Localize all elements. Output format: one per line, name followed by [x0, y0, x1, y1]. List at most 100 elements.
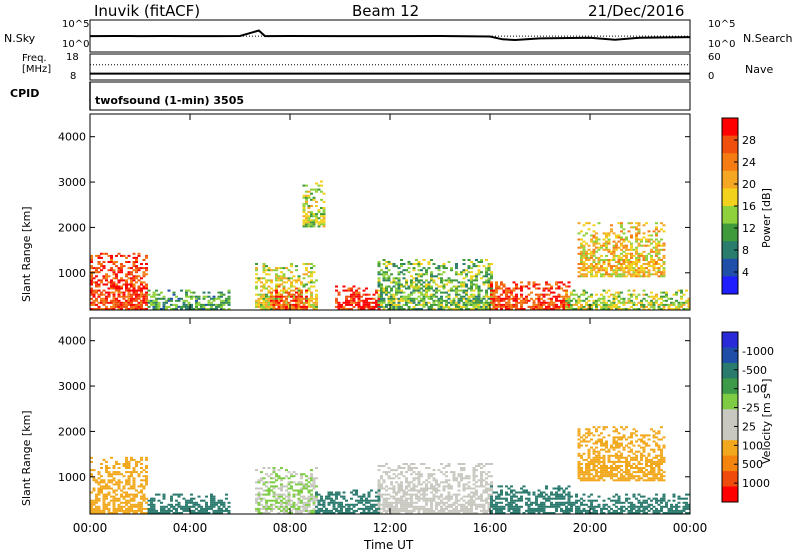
velocity-cell: [140, 507, 143, 510]
velocity-cell: [475, 485, 478, 488]
velocity-cell: [255, 507, 258, 510]
velocity-cell: [132, 497, 136, 500]
velocity-cell: [435, 505, 438, 508]
power-cell: [622, 308, 626, 310]
power-cell: [442, 285, 446, 288]
power-cell: [442, 308, 446, 310]
velocity-cell: [432, 487, 436, 490]
power-cell: [112, 299, 116, 302]
velocity-cell: [550, 491, 553, 494]
velocity-cell: [555, 495, 558, 498]
velocity-cell: [97, 512, 101, 514]
velocity-cell: [465, 495, 468, 498]
power-cell: [457, 308, 461, 310]
power-cell: [345, 299, 348, 302]
power-cell: [145, 295, 148, 298]
velocity-cell: [132, 471, 136, 474]
velocity-cell: [490, 483, 493, 486]
power-cell: [462, 269, 466, 272]
power-cell: [625, 301, 628, 304]
velocity-cell: [542, 501, 546, 504]
power-cell: [187, 301, 191, 304]
velocity-cell: [327, 512, 331, 514]
velocity-cell: [580, 473, 583, 476]
velocity-cell: [437, 495, 441, 498]
velocity-cell: [460, 505, 463, 508]
power-cell: [480, 277, 483, 280]
power-cell: [512, 289, 516, 292]
power-cell: [580, 305, 583, 308]
power-cell: [647, 271, 651, 274]
power-cell: [305, 221, 308, 224]
power-cell: [315, 217, 318, 220]
power-cell: [132, 305, 136, 308]
power-cell: [640, 269, 643, 272]
velocity-cell: [482, 471, 486, 474]
velocity-cell: [260, 512, 263, 514]
velocity-cell: [460, 475, 463, 478]
power-cell: [495, 303, 498, 306]
power-cell: [377, 273, 381, 276]
power-cell: [125, 303, 128, 306]
power-cell: [512, 281, 516, 284]
velocity-cell: [460, 467, 463, 469]
power-cell: [355, 295, 358, 298]
power-cell: [310, 291, 313, 294]
power-cell: [500, 305, 503, 308]
power-cell: [427, 287, 431, 290]
power-cell: [507, 299, 511, 302]
velocity-cell: [510, 495, 513, 498]
velocity-cell: [297, 509, 301, 512]
velocity-cell: [602, 454, 606, 457]
power-cell: [145, 273, 148, 276]
velocity-cell: [292, 493, 296, 496]
velocity-cell: [280, 503, 283, 506]
velocity-cell: [490, 497, 493, 500]
power-cell: [490, 271, 493, 274]
power-cell: [412, 281, 416, 284]
velocity-cell: [287, 477, 291, 480]
velocity-cell: [115, 497, 118, 500]
velocity-cell: [292, 507, 296, 510]
power-cell: [267, 279, 271, 282]
power-cell: [110, 283, 113, 286]
power-cell: [640, 275, 643, 278]
power-cell: [357, 305, 361, 308]
power-cell: [575, 308, 578, 310]
velocity-cell: [555, 491, 558, 494]
velocity-cell: [625, 493, 628, 496]
power-cell: [307, 281, 311, 284]
velocity-cell: [535, 501, 538, 504]
power-cell: [420, 297, 423, 300]
power-cell: [520, 285, 523, 288]
power-cell: [442, 267, 446, 270]
velocity-cell: [255, 499, 258, 502]
power-cell: [627, 297, 631, 300]
velocity-cell: [145, 479, 148, 482]
velocity-cell: [120, 481, 123, 484]
power-region-8: [577, 222, 666, 278]
power-cell: [465, 289, 468, 292]
power-cell: [465, 301, 468, 304]
noise-lines: [89, 29, 691, 42]
velocity-cell: [642, 507, 646, 510]
velocity-cell: [605, 507, 608, 510]
velocity-cell: [375, 509, 378, 512]
velocity-cell: [615, 454, 618, 457]
velocity-cell: [265, 503, 268, 506]
power-cell: [312, 213, 316, 216]
velocity-cell: [472, 475, 476, 478]
power-cell: [135, 271, 138, 274]
power-cell: [440, 297, 443, 300]
velocity-cell: [387, 477, 391, 480]
power-cell: [645, 271, 648, 274]
power-cell: [312, 221, 316, 224]
power-cell: [312, 285, 316, 288]
velocity-cell: [405, 491, 408, 494]
power-cell: [390, 281, 393, 284]
power-cell: [662, 275, 666, 278]
power-cell: [382, 291, 386, 294]
velocity-cell: [422, 495, 426, 498]
velocity-cell: [262, 483, 266, 486]
power-cell: [455, 285, 458, 288]
